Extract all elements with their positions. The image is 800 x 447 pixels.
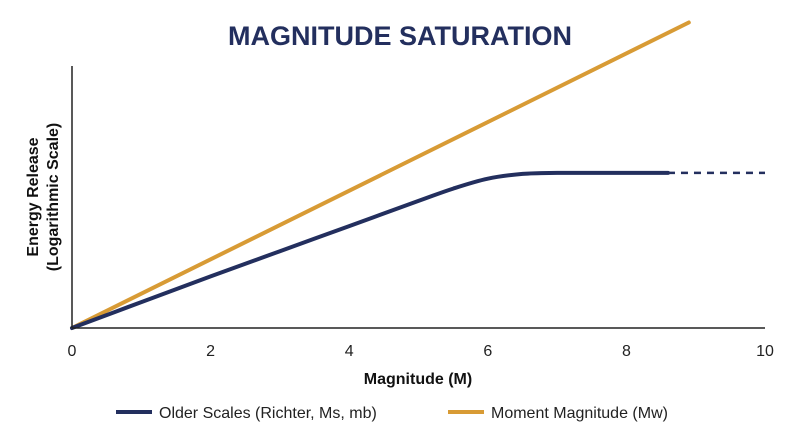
chart-title: MAGNITUDE SATURATION [228, 21, 572, 51]
x-tick-label-8: 8 [622, 343, 631, 360]
legend-label-moment-magnitude: Moment Magnitude (Mw) [491, 405, 668, 422]
x-tick-label-0: 0 [68, 343, 77, 360]
x-tick-label-6: 6 [483, 343, 492, 360]
plot-area [70, 20, 765, 330]
legend-label-older-scales: Older Scales (Richter, Ms, mb) [159, 405, 377, 422]
x-axis-label: Magnitude (M) [364, 371, 472, 388]
x-tick-labels: 0 2 4 6 8 10 [68, 343, 774, 360]
legend: Older Scales (Richter, Ms, mb) Moment Ma… [116, 405, 668, 422]
x-tick-label-2: 2 [206, 343, 215, 360]
legend-item-older-scales[interactable]: Older Scales (Richter, Ms, mb) [116, 405, 377, 422]
series-line-moment-magnitude-mw [70, 20, 691, 330]
series-line-older-scales-richter-ms-mb [70, 170, 670, 330]
x-tick-label-10: 10 [756, 343, 774, 360]
x-tick-label-4: 4 [345, 343, 354, 360]
y-axis-label: Energy Release (Logarithmic Scale) [25, 123, 62, 271]
y-axis-label-line2: (Logarithmic Scale) [45, 123, 62, 271]
y-axis-label-line1: Energy Release [25, 137, 42, 256]
legend-item-moment-magnitude[interactable]: Moment Magnitude (Mw) [448, 405, 668, 422]
